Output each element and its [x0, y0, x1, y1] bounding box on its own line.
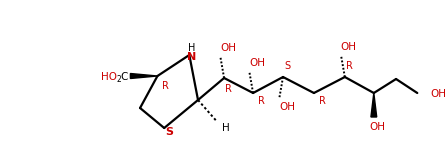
Text: OH: OH: [220, 43, 236, 53]
Text: H: H: [188, 43, 195, 53]
Text: S: S: [165, 127, 173, 137]
Text: R: R: [319, 96, 326, 106]
Text: HO: HO: [101, 72, 118, 82]
Text: C: C: [121, 72, 128, 82]
Polygon shape: [131, 74, 157, 79]
Text: OH: OH: [431, 89, 447, 99]
Text: OH: OH: [341, 42, 357, 52]
Text: OH: OH: [279, 102, 295, 112]
Text: 2: 2: [117, 74, 122, 83]
Text: OH: OH: [370, 122, 386, 132]
Text: OH: OH: [249, 58, 265, 68]
Text: H: H: [222, 123, 230, 133]
Text: S: S: [285, 61, 291, 71]
Text: R: R: [162, 81, 169, 91]
Text: R: R: [346, 61, 353, 71]
Polygon shape: [371, 93, 377, 117]
Text: N: N: [187, 52, 196, 62]
Text: R: R: [258, 96, 265, 106]
Text: R: R: [225, 84, 232, 94]
